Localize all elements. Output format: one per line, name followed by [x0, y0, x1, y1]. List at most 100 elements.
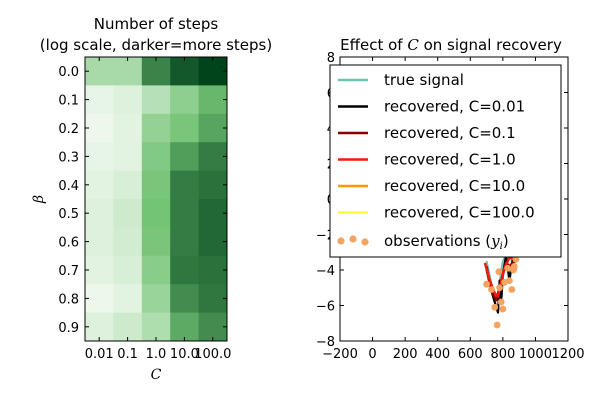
legend-box	[329, 64, 562, 258]
heatmap-cell	[141, 170, 171, 200]
heatmap-cell	[141, 85, 171, 115]
heatmap-x-tick-label: 10.0	[170, 347, 199, 362]
heatmap-y-tick-label: 0.1	[58, 94, 79, 109]
line-x-tick-label: 200	[393, 347, 418, 362]
line-y-tick-label: −6	[316, 300, 335, 315]
observation-points	[483, 255, 520, 329]
heatmap-cell	[141, 199, 171, 228]
heatmap-cell	[198, 113, 228, 143]
heatmap-cell	[85, 170, 114, 200]
heatmap-cell	[170, 170, 200, 200]
heatmap-cell	[85, 57, 114, 86]
heatmap-cell	[113, 312, 143, 342]
line-panel: Effect of C on signal recovery −200 0 200 4…	[316, 36, 585, 362]
legend-entries: true signal recovered, C=0.01 recovered, C…	[338, 71, 535, 222]
heatmap-cell	[113, 57, 143, 86]
line-x-tick-label: −200	[322, 347, 358, 362]
heatmap-cell	[170, 255, 200, 285]
heatmap-cell	[113, 170, 143, 200]
observation-point	[505, 277, 513, 285]
heatmap-cell	[198, 255, 228, 285]
observation-point	[483, 280, 490, 288]
heatmap-cell	[198, 199, 228, 228]
heatmap-x-tick-label: 1.0	[146, 347, 167, 362]
heatmap-cell	[170, 85, 200, 115]
heatmap-y-tick-label: 0.6	[58, 236, 79, 251]
heatmap-cell	[85, 312, 114, 342]
observation-point	[499, 305, 507, 313]
heatmap-x-tick-label: 0.1	[117, 347, 138, 362]
line-y-tick-label: −4	[316, 264, 335, 279]
line-x-tick-label: 1200	[551, 347, 584, 362]
line-x-tick-label: 1000	[519, 347, 552, 362]
legend-observations-label: observations (yi)	[384, 232, 509, 252]
heatmap-y-tick-label: 0.8	[58, 292, 79, 307]
legend: true signal recovered, C=0.01 recovered, C…	[329, 64, 562, 258]
heatmap-cell	[85, 284, 114, 314]
heatmap-y-ticks: 0.0 0.1 0.2 0.3 0.4 0.5 0.6 0.7 0.8 0.9	[58, 65, 227, 336]
heatmap-cell	[141, 227, 171, 257]
heatmap-cell	[198, 312, 228, 342]
heatmap-cell	[113, 284, 143, 314]
heatmap-cell	[113, 255, 143, 285]
heatmap-y-tick-label: 0.5	[58, 207, 79, 222]
legend-entry-label: recovered, C=100.0	[384, 204, 535, 222]
heatmap-cell	[113, 199, 143, 228]
legend-observation-marker	[337, 237, 345, 245]
heatmap-cell	[85, 85, 114, 115]
heatmap-subtitle: (log scale, darker=more steps)	[40, 36, 272, 54]
heatmap-cell	[141, 255, 171, 285]
heatmap-cell	[113, 113, 143, 143]
line-x-ticks: −200 0 200 400 600 800 1000 1200	[322, 57, 585, 362]
heatmap-y-tick-label: 0.3	[58, 150, 79, 165]
line-x-tick-label: 800	[490, 347, 515, 362]
legend-entry-label: recovered, C=0.1	[384, 124, 516, 142]
heatmap-cell	[198, 170, 228, 200]
heatmap-cell	[170, 227, 200, 257]
observation-point	[497, 298, 505, 306]
heatmap-cell	[170, 142, 200, 172]
legend-entry-label: recovered, C=1.0	[384, 151, 516, 169]
heatmap-cell	[198, 284, 228, 314]
observation-point	[495, 268, 503, 276]
heatmap-y-tick-label: 0.9	[58, 321, 79, 336]
line-x-tick-label: 400	[425, 347, 450, 362]
heatmap-y-tick-label: 0.2	[58, 122, 79, 137]
heatmap-cell	[113, 227, 143, 257]
heatmap-title: Number of steps	[94, 15, 219, 33]
heatmap-x-tick-label: 0.01	[85, 347, 114, 362]
heatmap-cell	[170, 199, 200, 228]
heatmap-x-label: C	[151, 367, 162, 383]
heatmap-y-tick-label: 0.0	[58, 65, 79, 80]
observation-point	[488, 286, 495, 293]
heatmap-cell	[85, 255, 114, 285]
heatmap-x-tick-label: 100.0	[194, 347, 231, 362]
heatmap-cell	[85, 227, 114, 257]
heatmap-y-tick-label: 0.4	[58, 179, 79, 194]
heatmap-cell	[141, 312, 171, 342]
heatmap-cell	[141, 57, 171, 86]
heatmap-cell	[198, 85, 228, 115]
line-x-tick-label: 600	[458, 347, 483, 362]
heatmap-cells	[85, 57, 228, 342]
heatmap-cell	[198, 142, 228, 172]
observation-point	[491, 303, 499, 311]
heatmap-cell	[170, 113, 200, 143]
observation-point	[496, 284, 503, 292]
line-y-tick-label: 8	[327, 51, 335, 66]
observation-point	[493, 321, 501, 329]
heatmap-cell	[170, 312, 200, 342]
legend-observation-marker	[361, 238, 369, 246]
line-chart-title: Effect of C on signal recovery	[340, 36, 562, 54]
legend-entry-label: true signal	[384, 71, 464, 89]
heatmap-cell	[85, 199, 114, 228]
heatmap-panel: Number of steps (log scale, darker=more …	[31, 15, 272, 383]
observation-point	[504, 264, 512, 272]
observation-point	[510, 263, 518, 270]
heatmap-cell	[170, 57, 200, 86]
heatmap-y-label: β	[31, 195, 47, 204]
heatmap-cell	[141, 284, 171, 314]
heatmap-cell	[113, 85, 143, 115]
